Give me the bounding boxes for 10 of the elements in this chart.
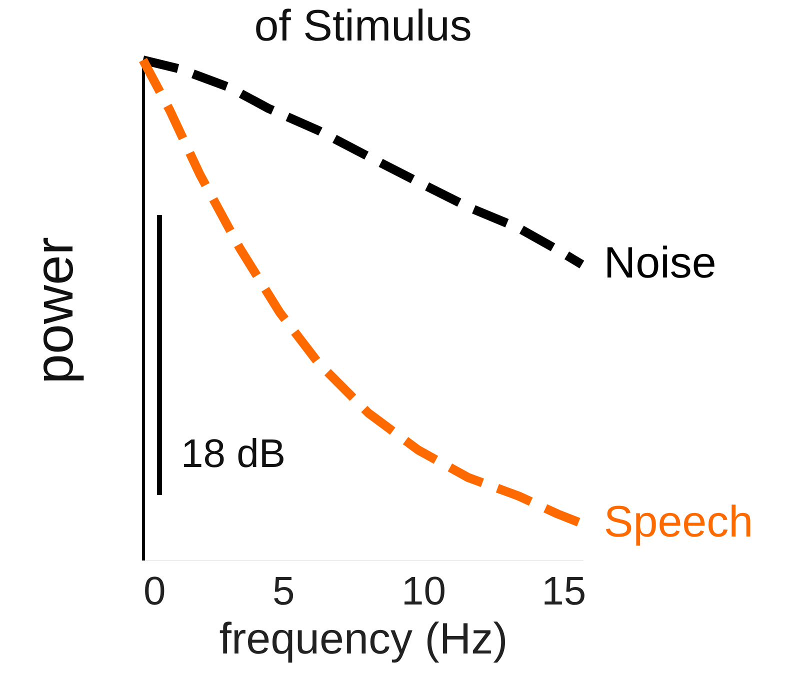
x-tick-label: 15 xyxy=(542,570,586,614)
x-axis-title: frequency (Hz) xyxy=(219,614,508,664)
series-label: Noise xyxy=(604,238,716,288)
x-tick-label: 10 xyxy=(402,570,446,614)
annotation: 18 dB xyxy=(181,432,286,476)
series-label: Speech xyxy=(604,498,754,546)
y-axis-title: power xyxy=(24,236,84,384)
x-tick-label: 0 xyxy=(144,570,166,614)
chart-title: of Stimulus xyxy=(254,2,472,50)
x-tick-label: 5 xyxy=(272,570,295,614)
